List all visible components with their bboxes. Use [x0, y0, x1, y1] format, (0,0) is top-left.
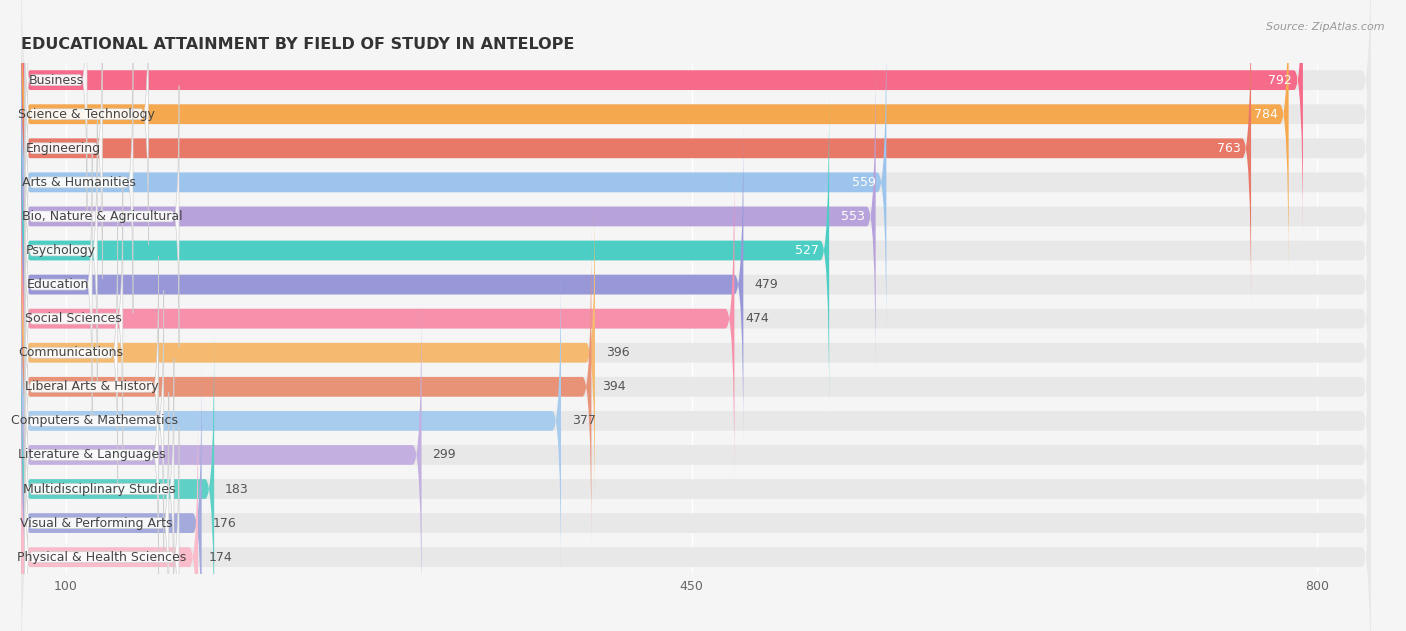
FancyBboxPatch shape — [25, 358, 174, 620]
Text: Psychology: Psychology — [25, 244, 96, 257]
Text: 784: 784 — [1254, 108, 1278, 121]
FancyBboxPatch shape — [21, 363, 201, 631]
FancyBboxPatch shape — [25, 86, 179, 347]
FancyBboxPatch shape — [25, 18, 103, 279]
Text: 559: 559 — [852, 176, 876, 189]
FancyBboxPatch shape — [21, 329, 1371, 631]
Text: 183: 183 — [225, 483, 249, 495]
Text: Science & Technology: Science & Technology — [18, 108, 155, 121]
Text: 553: 553 — [841, 210, 865, 223]
FancyBboxPatch shape — [21, 0, 1371, 309]
Text: 377: 377 — [572, 415, 596, 427]
Text: Social Sciences: Social Sciences — [25, 312, 122, 325]
FancyBboxPatch shape — [25, 222, 118, 483]
Text: 299: 299 — [432, 449, 456, 461]
FancyBboxPatch shape — [21, 22, 886, 343]
FancyBboxPatch shape — [21, 192, 595, 513]
FancyBboxPatch shape — [21, 90, 1371, 411]
FancyBboxPatch shape — [21, 0, 1251, 309]
FancyBboxPatch shape — [21, 261, 1371, 581]
FancyBboxPatch shape — [21, 0, 1371, 240]
Text: 176: 176 — [212, 517, 236, 529]
Text: Business: Business — [28, 74, 83, 86]
FancyBboxPatch shape — [21, 227, 1371, 547]
Text: 394: 394 — [602, 380, 626, 393]
FancyBboxPatch shape — [21, 363, 1371, 631]
Text: Arts & Humanities: Arts & Humanities — [22, 176, 136, 189]
FancyBboxPatch shape — [21, 124, 1371, 445]
FancyBboxPatch shape — [21, 124, 744, 445]
Text: EDUCATIONAL ATTAINMENT BY FIELD OF STUDY IN ANTELOPE: EDUCATIONAL ATTAINMENT BY FIELD OF STUDY… — [21, 37, 575, 52]
FancyBboxPatch shape — [25, 427, 179, 631]
Text: 527: 527 — [794, 244, 818, 257]
Text: Visual & Performing Arts: Visual & Performing Arts — [21, 517, 173, 529]
Text: Computers & Mathematics: Computers & Mathematics — [11, 415, 177, 427]
FancyBboxPatch shape — [21, 227, 592, 547]
FancyBboxPatch shape — [21, 295, 1371, 615]
Text: 792: 792 — [1268, 74, 1292, 86]
FancyBboxPatch shape — [21, 0, 1303, 240]
FancyBboxPatch shape — [21, 158, 1371, 479]
Text: Physical & Health Sciences: Physical & Health Sciences — [17, 551, 187, 563]
FancyBboxPatch shape — [25, 256, 159, 517]
FancyBboxPatch shape — [25, 392, 169, 631]
FancyBboxPatch shape — [25, 120, 97, 381]
FancyBboxPatch shape — [25, 0, 149, 245]
FancyBboxPatch shape — [25, 0, 87, 211]
FancyBboxPatch shape — [21, 0, 1289, 274]
FancyBboxPatch shape — [21, 295, 422, 615]
FancyBboxPatch shape — [25, 154, 93, 415]
Text: Communications: Communications — [18, 346, 124, 359]
FancyBboxPatch shape — [21, 0, 1371, 274]
Text: Liberal Arts & History: Liberal Arts & History — [25, 380, 159, 393]
Text: 174: 174 — [209, 551, 232, 563]
FancyBboxPatch shape — [21, 397, 198, 631]
FancyBboxPatch shape — [21, 56, 1371, 377]
Text: Multidisciplinary Studies: Multidisciplinary Studies — [22, 483, 176, 495]
FancyBboxPatch shape — [21, 22, 1371, 343]
Text: Engineering: Engineering — [25, 142, 101, 155]
Text: 474: 474 — [745, 312, 769, 325]
FancyBboxPatch shape — [21, 261, 561, 581]
Text: Source: ZipAtlas.com: Source: ZipAtlas.com — [1267, 22, 1385, 32]
FancyBboxPatch shape — [21, 329, 214, 631]
Text: Literature & Languages: Literature & Languages — [18, 449, 166, 461]
FancyBboxPatch shape — [21, 158, 734, 479]
FancyBboxPatch shape — [21, 56, 876, 377]
Text: 396: 396 — [606, 346, 630, 359]
FancyBboxPatch shape — [25, 324, 159, 586]
FancyBboxPatch shape — [25, 188, 122, 449]
Text: 763: 763 — [1216, 142, 1240, 155]
Text: 479: 479 — [754, 278, 778, 291]
FancyBboxPatch shape — [21, 192, 1371, 513]
FancyBboxPatch shape — [21, 90, 830, 411]
Text: Bio, Nature & Agricultural: Bio, Nature & Agricultural — [21, 210, 183, 223]
Text: Education: Education — [27, 278, 90, 291]
FancyBboxPatch shape — [25, 290, 163, 551]
FancyBboxPatch shape — [21, 397, 1371, 631]
FancyBboxPatch shape — [25, 52, 134, 313]
